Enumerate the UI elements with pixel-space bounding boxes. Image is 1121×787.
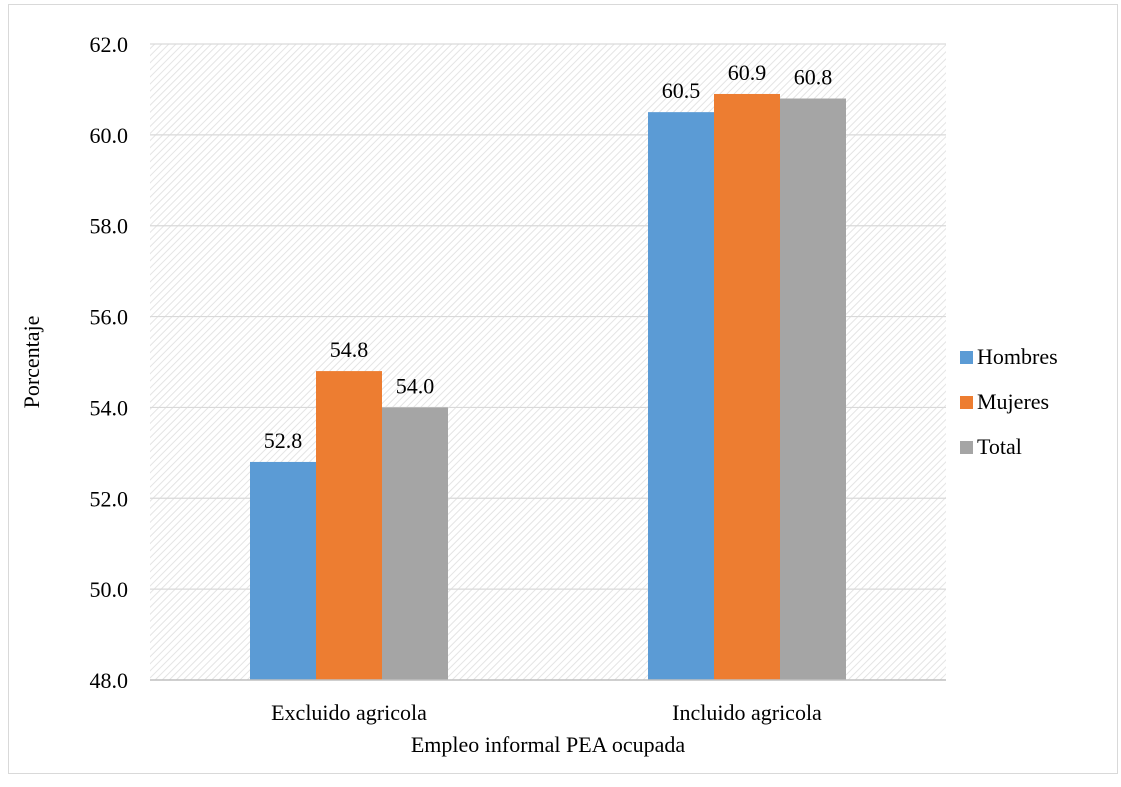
x-axis-title: Empleo informal PEA ocupada: [411, 732, 686, 757]
bar-total-0: [382, 407, 448, 680]
y-tick-label: 54.0: [90, 395, 129, 420]
legend-label: Mujeres: [977, 389, 1049, 414]
y-tick-label: 48.0: [90, 668, 129, 693]
data-label: 60.9: [728, 60, 767, 85]
y-tick-label: 50.0: [90, 577, 129, 602]
x-tick-label: Excluido agricola: [271, 700, 427, 725]
legend-swatch-hombres: [960, 351, 973, 364]
bar-total-1: [780, 98, 846, 680]
legend-swatch-total: [960, 441, 973, 454]
data-label: 54.0: [396, 373, 435, 398]
x-tick-label: Incluido agricola: [672, 700, 822, 725]
data-label: 54.8: [330, 337, 369, 362]
y-tick-label: 62.0: [90, 32, 129, 57]
y-axis-ticks: 48.0 50.0 52.0 54.0 56.0 58.0 60.0 62.0: [90, 32, 129, 693]
legend-swatch-mujeres: [960, 396, 973, 409]
bar-hombres-0: [250, 461, 316, 680]
legend: Hombres Mujeres Total: [960, 344, 1058, 459]
y-tick-label: 56.0: [90, 305, 129, 330]
bar-hombres-1: [648, 112, 714, 680]
x-axis-ticks: Excluido agricola Incluido agricola: [271, 700, 822, 725]
data-label: 60.5: [662, 78, 701, 103]
data-label: 52.8: [264, 428, 303, 453]
data-label: 60.8: [794, 65, 833, 90]
y-tick-label: 60.0: [90, 123, 129, 148]
legend-label: Total: [977, 434, 1022, 459]
bar-mujeres-0: [316, 371, 382, 680]
y-tick-label: 58.0: [90, 214, 129, 239]
data-labels: 52.8 54.8 54.0 60.5 60.9 60.8: [264, 60, 833, 453]
y-axis-title: Porcentaje: [19, 316, 44, 409]
bars: [250, 93, 846, 680]
bar-mujeres-1: [714, 93, 780, 680]
legend-label: Hombres: [977, 344, 1058, 369]
y-tick-label: 52.0: [90, 486, 129, 511]
